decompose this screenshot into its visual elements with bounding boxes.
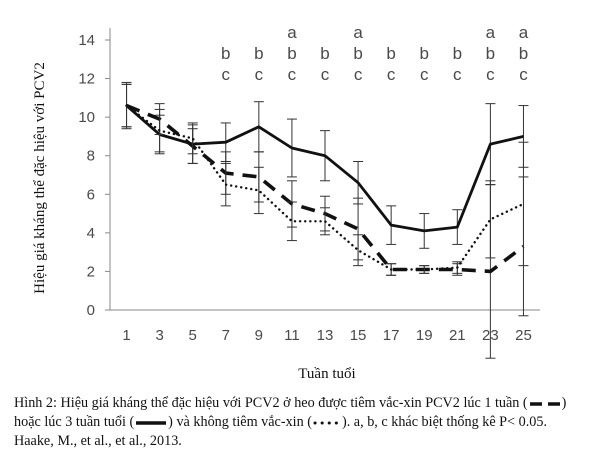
significance-letter-b: b xyxy=(419,44,428,63)
significance-letter-c: c xyxy=(255,65,264,84)
significance-letter-a: a xyxy=(353,23,363,42)
y-tick-label: 0 xyxy=(87,302,95,319)
x-tick-label: 13 xyxy=(317,327,334,344)
x-tick-label: 9 xyxy=(255,327,263,344)
y-tick-label: 6 xyxy=(87,186,95,203)
y-tick-label: 2 xyxy=(87,263,95,280)
x-tick-label: 17 xyxy=(383,327,400,344)
significance-letter-a: a xyxy=(486,23,496,42)
significance-letter-b: b xyxy=(486,44,495,63)
x-tick-label: 25 xyxy=(515,327,532,344)
x-axis-label: Tuần tuổi xyxy=(298,366,355,382)
y-tick-label: 4 xyxy=(87,225,95,242)
caption-text-4: ). a, b, c khác biệt thống kê P< 0.05. H… xyxy=(14,414,547,449)
x-tick-label: 3 xyxy=(155,327,163,344)
significance-letter-c: c xyxy=(321,65,330,84)
legend-sample-dotted xyxy=(313,421,342,425)
x-tick-label: 5 xyxy=(189,327,197,344)
significance-letter-b: b xyxy=(287,44,296,63)
x-tick-label: 11 xyxy=(284,327,300,344)
significance-letter-b: b xyxy=(353,44,362,63)
significance-letter-c: c xyxy=(486,65,495,84)
y-axis-label: Hiệu giá kháng thể đặc hiệu với PCV2 xyxy=(32,62,48,294)
significance-letter-c: c xyxy=(420,65,429,84)
x-tick-label: 15 xyxy=(350,327,367,344)
significance-letter-c: c xyxy=(387,65,396,84)
series-line-dotted xyxy=(125,104,525,271)
significance-letter-b: b xyxy=(254,44,263,63)
significance-letter-a: a xyxy=(287,23,297,42)
y-tick-label: 12 xyxy=(78,71,95,88)
series-dotted xyxy=(121,83,529,276)
x-tick-label: 1 xyxy=(122,327,130,344)
significance-letter-c: c xyxy=(288,65,297,84)
legend-sample-dashed xyxy=(529,401,560,406)
significance-letter-a: a xyxy=(519,23,529,42)
y-tick-label: 8 xyxy=(87,148,95,165)
figure-caption: Hình 2: Hiệu giá kháng thể đặc hiệu với … xyxy=(14,394,589,451)
x-tick-label: 19 xyxy=(416,327,433,344)
x-tick-label: 7 xyxy=(222,327,230,344)
caption-text-1: Hình 2: Hiệu giá kháng thể đặc hiệu với … xyxy=(14,395,528,411)
significance-letter-b: b xyxy=(519,44,528,63)
y-tick-label: 10 xyxy=(78,109,95,126)
significance-letter-b: b xyxy=(386,44,395,63)
significance-letter-c: c xyxy=(222,65,231,84)
caption-text-2: ) hoặc lúc 3 tuần tuổi ( xyxy=(14,395,567,430)
legend-sample-solid xyxy=(136,420,167,425)
significance-letter-c: c xyxy=(354,65,363,84)
significance-letter-b: b xyxy=(320,44,329,63)
significance-letter-b: b xyxy=(453,44,462,63)
caption-text-3: ) và không tiêm vắc-xin ( xyxy=(168,414,312,430)
significance-letter-c: c xyxy=(453,65,462,84)
significance-letter-c: c xyxy=(519,65,528,84)
significance-letter-b: b xyxy=(221,44,230,63)
x-tick-label: 21 xyxy=(449,327,466,344)
y-tick-label: 14 xyxy=(78,32,95,49)
